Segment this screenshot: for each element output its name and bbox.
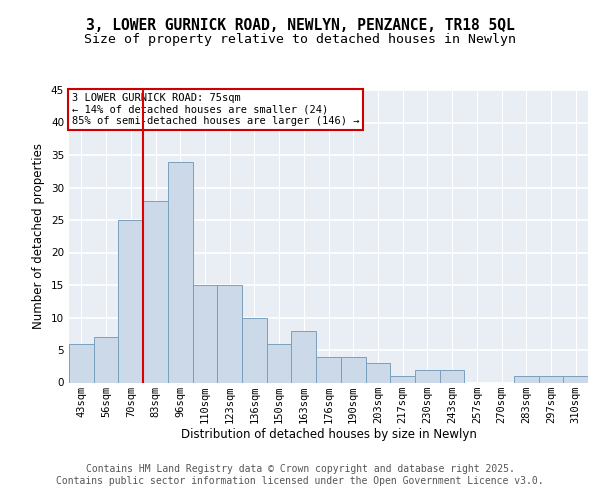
Text: 3, LOWER GURNICK ROAD, NEWLYN, PENZANCE, TR18 5QL: 3, LOWER GURNICK ROAD, NEWLYN, PENZANCE,… — [86, 18, 514, 32]
Bar — [217, 285, 242, 382]
Y-axis label: Number of detached properties: Number of detached properties — [32, 143, 46, 329]
Bar — [143, 200, 168, 382]
X-axis label: Distribution of detached houses by size in Newlyn: Distribution of detached houses by size … — [181, 428, 476, 442]
Bar — [94, 337, 118, 382]
Text: Contains public sector information licensed under the Open Government Licence v3: Contains public sector information licen… — [56, 476, 544, 486]
Bar — [563, 376, 588, 382]
Bar — [267, 344, 292, 382]
Text: Size of property relative to detached houses in Newlyn: Size of property relative to detached ho… — [84, 32, 516, 46]
Bar — [365, 363, 390, 382]
Bar — [440, 370, 464, 382]
Text: 3 LOWER GURNICK ROAD: 75sqm
← 14% of detached houses are smaller (24)
85% of sem: 3 LOWER GURNICK ROAD: 75sqm ← 14% of det… — [71, 93, 359, 126]
Bar — [539, 376, 563, 382]
Bar — [69, 344, 94, 382]
Bar — [514, 376, 539, 382]
Bar — [390, 376, 415, 382]
Bar — [168, 162, 193, 382]
Bar — [292, 330, 316, 382]
Bar — [341, 356, 365, 382]
Bar — [118, 220, 143, 382]
Bar — [242, 318, 267, 382]
Text: Contains HM Land Registry data © Crown copyright and database right 2025.: Contains HM Land Registry data © Crown c… — [86, 464, 514, 474]
Bar — [415, 370, 440, 382]
Bar — [316, 356, 341, 382]
Bar — [193, 285, 217, 382]
